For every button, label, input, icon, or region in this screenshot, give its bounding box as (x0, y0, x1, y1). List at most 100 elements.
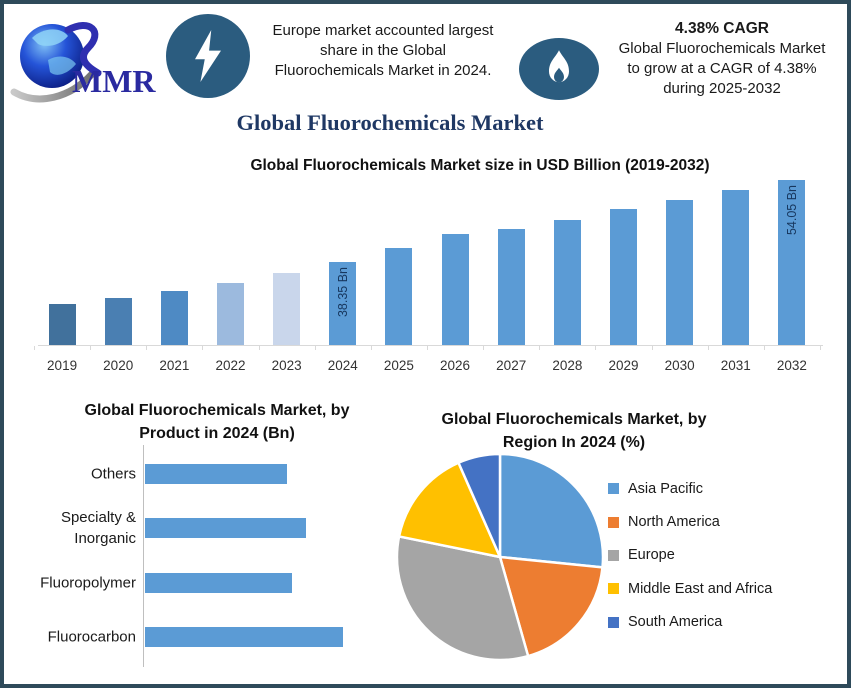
europe-callout-line: Fluorochemicals Market in 2024. (274, 62, 492, 79)
cagr-heading: 4.38% CAGR (675, 20, 769, 37)
globe-continent (48, 56, 76, 75)
flame-badge (519, 38, 599, 100)
legend-swatch (608, 483, 619, 495)
x-axis-tick (820, 346, 821, 350)
main-chart-title: Global Fluorochemicals Market size in US… (250, 157, 710, 174)
region-pie-chart (395, 452, 605, 662)
bar-2029 (610, 209, 637, 345)
x-axis-label: 2029 (608, 358, 639, 373)
bar-data-label: 54.05 Bn (784, 185, 799, 236)
bar-fluorocarbon (145, 627, 343, 647)
legend-swatch (608, 549, 619, 561)
x-axis-label: 2028 (552, 358, 583, 373)
x-axis-tick (370, 346, 372, 350)
lightning-badge (166, 14, 250, 98)
legend-item: North America (608, 505, 772, 538)
x-axis-label: 2030 (664, 358, 695, 373)
legend-item: Europe (608, 539, 772, 572)
logo-swoosh (10, 70, 96, 103)
legend-label: North America (628, 514, 720, 531)
x-axis-tick (314, 346, 316, 350)
pie-slice-middle-east-and-africa (397, 461, 502, 559)
x-axis-tick (539, 346, 541, 350)
x-axis-label: 2024 (327, 358, 358, 373)
bar-2020 (104, 298, 132, 345)
bar-specialty-inorganic (145, 518, 306, 538)
legend-item: South America (608, 606, 772, 639)
cagr-line: during 2025-2032 (663, 80, 781, 97)
bar-fluoropolymer (145, 573, 292, 593)
logo-swoosh-blue (64, 22, 102, 77)
x-axis-label: 2027 (496, 358, 527, 373)
bar-2032: 54.05 Bn (778, 180, 806, 345)
bar-2024: 38.35 Bn (329, 262, 357, 345)
x-axis-label: 2026 (440, 358, 471, 373)
legend-label: Asia Pacific (628, 480, 703, 497)
mmr-logo: MMR (10, 22, 156, 103)
product-chart-title: Global Fluorochemicals Market, by Produc… (28, 399, 406, 445)
legend-label: Europe (628, 547, 675, 564)
x-axis-tick (651, 346, 653, 350)
product-axis-line (143, 445, 144, 667)
region-title-line: Global Fluorochemicals Market, by (441, 411, 707, 428)
legend-swatch (608, 516, 619, 528)
cagr-line: to grow at a CAGR of 4.38% (627, 60, 817, 77)
x-axis-tick (146, 346, 148, 350)
globe-continent (32, 29, 68, 46)
x-axis-tick (34, 346, 35, 350)
bar-2019 (48, 304, 76, 345)
logo-text: MMR (72, 63, 156, 99)
x-axis-label: 2032 (776, 358, 807, 373)
category-label: Fluoropolymer (40, 574, 136, 592)
flame-icon (549, 50, 569, 83)
x-axis-label: 2025 (383, 358, 414, 373)
bar-2021 (160, 291, 188, 345)
x-axis-tick (763, 346, 765, 350)
category-label: Specialty & Inorganic (60, 509, 136, 547)
bar-2023 (273, 273, 301, 345)
x-axis-tick (90, 346, 92, 350)
bar-2027 (497, 229, 525, 345)
bar-data-label: 38.35 Bn (335, 267, 350, 318)
europe-callout-line: Europe market accounted largest (272, 22, 494, 39)
bar-2025 (385, 248, 413, 345)
bar-2028 (553, 220, 581, 345)
region-chart-title: Global Fluorochemicals Market, by Region… (404, 408, 744, 454)
region-legend: Asia Pacific North America Europe Middle Ea… (608, 472, 772, 639)
product-title-line: Product in 2024 (Bn) (139, 425, 295, 442)
legend-item: Asia Pacific (608, 472, 772, 505)
x-axis-line (38, 345, 823, 346)
category-label: Others (90, 465, 136, 483)
europe-callout: Europe market accounted largest share in… (250, 21, 516, 81)
page-title: Global Fluorochemicals Market (236, 110, 544, 135)
x-axis-tick (483, 346, 485, 350)
cagr-line: Global Fluorochemicals Market (618, 40, 826, 57)
legend-swatch (608, 616, 619, 628)
legend-label: South America (628, 614, 723, 631)
category-label: Fluorocarbon (47, 628, 136, 646)
x-axis-tick (258, 346, 260, 350)
legend-swatch (608, 583, 619, 595)
lightning-icon (195, 30, 221, 82)
region-title-line: Region In 2024 (%) (502, 434, 646, 451)
bar-2031 (722, 190, 750, 345)
market-size-bar-chart: 2019 2020 2021 2022 2023 38.35 Bn 2024 2025 2026… (34, 170, 823, 373)
x-axis-label: 2019 (47, 358, 78, 373)
x-axis-label: 2021 (159, 358, 190, 373)
x-axis-label: 2031 (720, 358, 751, 373)
pie-slice-south-america (457, 452, 502, 559)
bar-2022 (217, 283, 244, 345)
x-axis-tick (707, 346, 709, 350)
x-axis-tick (595, 346, 597, 350)
pie-slice-asia-pacific (498, 452, 605, 569)
x-axis-tick (202, 346, 204, 350)
bar-2030 (666, 200, 694, 345)
pie-slice-north-america (498, 555, 604, 658)
legend-item: Middle East and Africa (608, 572, 772, 605)
product-bar-chart: Others Specialty & Inorganic Fluoropolymer… (28, 445, 376, 667)
cagr-callout: 4.38% CAGR Global Fluorochemicals Market… (596, 19, 848, 99)
bar-others (145, 464, 287, 484)
x-axis-tick (427, 346, 428, 350)
pie-slice-europe (395, 535, 530, 662)
x-axis-label: 2023 (271, 358, 302, 373)
